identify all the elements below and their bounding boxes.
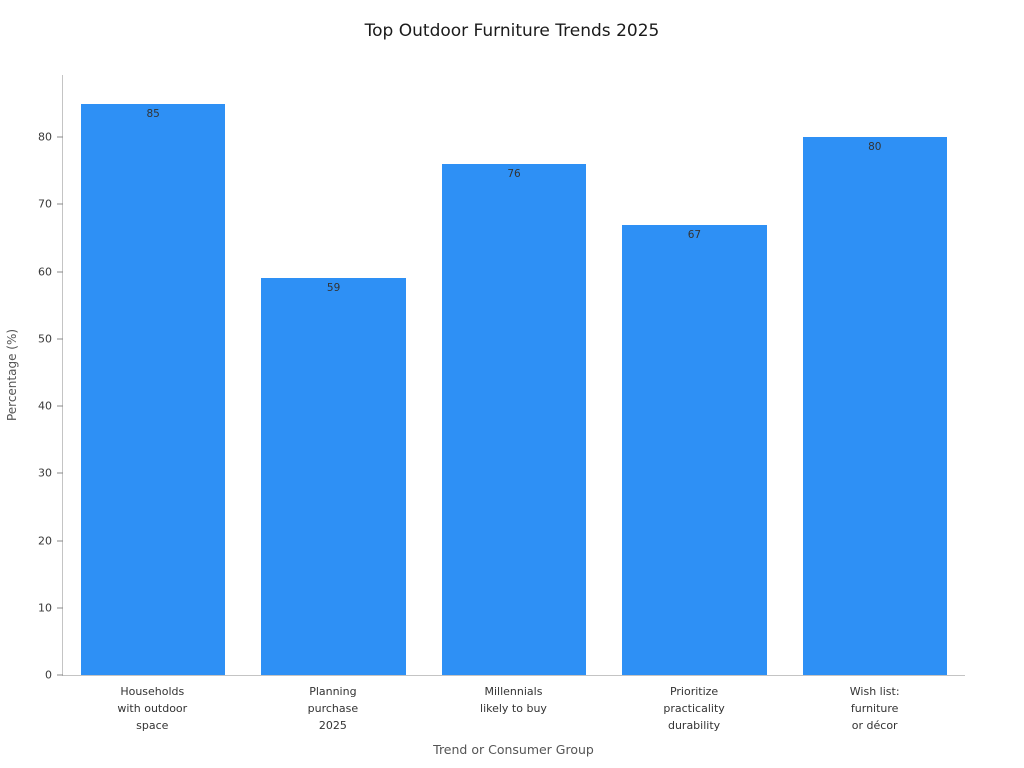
x-axis-title: Trend or Consumer Group [433, 742, 594, 757]
x-tick-label-line: likely to buy [480, 702, 547, 716]
bar[interactable]: 59 [261, 278, 406, 675]
y-tick-label: 80 [38, 130, 52, 144]
y-tick-label: 70 [38, 197, 52, 211]
bars: 85 59 76 67 80 [63, 75, 965, 675]
bar[interactable]: 76 [441, 164, 587, 675]
x-tick-label: Wish list: furniture or décor [784, 683, 965, 734]
y-tick-label: 30 [38, 466, 52, 480]
y-tick-label: 50 [38, 332, 52, 346]
bar-slot: 80 [785, 75, 965, 675]
y-tick: 0 [45, 669, 63, 682]
bar-value-label: 59 [326, 282, 341, 295]
x-tick-label-line: with outdoor [117, 702, 188, 716]
x-tick-label-line: or décor [851, 719, 898, 733]
x-axis-labels: Households with outdoor space Planning purch… [62, 683, 965, 734]
bar-slot: 59 [243, 75, 423, 675]
y-tick-label: 0 [45, 668, 52, 682]
bar-slot: 67 [604, 75, 784, 675]
y-tick: 10 [38, 601, 63, 614]
bar-slot: 85 [63, 75, 243, 675]
bar[interactable]: 80 [802, 137, 947, 675]
x-tick-label: Planning purchase 2025 [243, 683, 424, 734]
chart-title: Top Outdoor Furniture Trends 2025 [364, 21, 660, 41]
y-tick: 30 [38, 467, 63, 480]
bar[interactable]: 85 [81, 103, 226, 675]
y-tick: 70 [38, 198, 63, 211]
y-tick: 80 [38, 131, 63, 144]
y-tick-label: 40 [38, 399, 52, 413]
bar[interactable]: 67 [622, 224, 767, 675]
plot-area: 0 10 20 30 40 50 60 70 80 85 59 76 67 80 [38, 75, 965, 682]
bar-slot: 76 [424, 75, 604, 675]
x-tick-label-line: space [136, 719, 169, 733]
x-tick-label-line: Wish list: [849, 685, 900, 698]
x-tick-label-line: practicality [663, 702, 725, 716]
x-tick-label-line: Millennials [484, 685, 543, 698]
x-tick-label: Households with outdoor space [62, 683, 243, 734]
bar-value-label: 67 [687, 228, 702, 241]
y-tick: 40 [38, 400, 63, 413]
x-tick-label-line: 2025 [318, 719, 347, 733]
bar-value-label: 80 [868, 141, 882, 154]
x-tick-label: Prioritize practicality durability [604, 683, 785, 734]
y-tick: 50 [38, 332, 63, 345]
y-axis-title: Percentage (%) [5, 328, 19, 422]
y-tick-label: 10 [38, 601, 52, 615]
bar-value-label: 76 [507, 168, 521, 181]
x-tick-label: Millennials likely to buy [423, 683, 604, 734]
y-tick-label: 20 [38, 534, 52, 548]
y-tick-label: 60 [38, 265, 52, 279]
x-tick-label-line: Planning [309, 685, 357, 698]
y-tick: 60 [38, 265, 63, 278]
x-tick-label-line: furniture [850, 702, 899, 716]
x-tick-label-line: purchase [307, 702, 359, 716]
x-tick-label-line: Households [120, 685, 185, 698]
y-tick: 20 [38, 534, 63, 547]
x-tick-label-line: Prioritize [669, 685, 719, 698]
x-tick-label-line: durability [667, 719, 721, 733]
bar-value-label: 85 [146, 107, 160, 120]
